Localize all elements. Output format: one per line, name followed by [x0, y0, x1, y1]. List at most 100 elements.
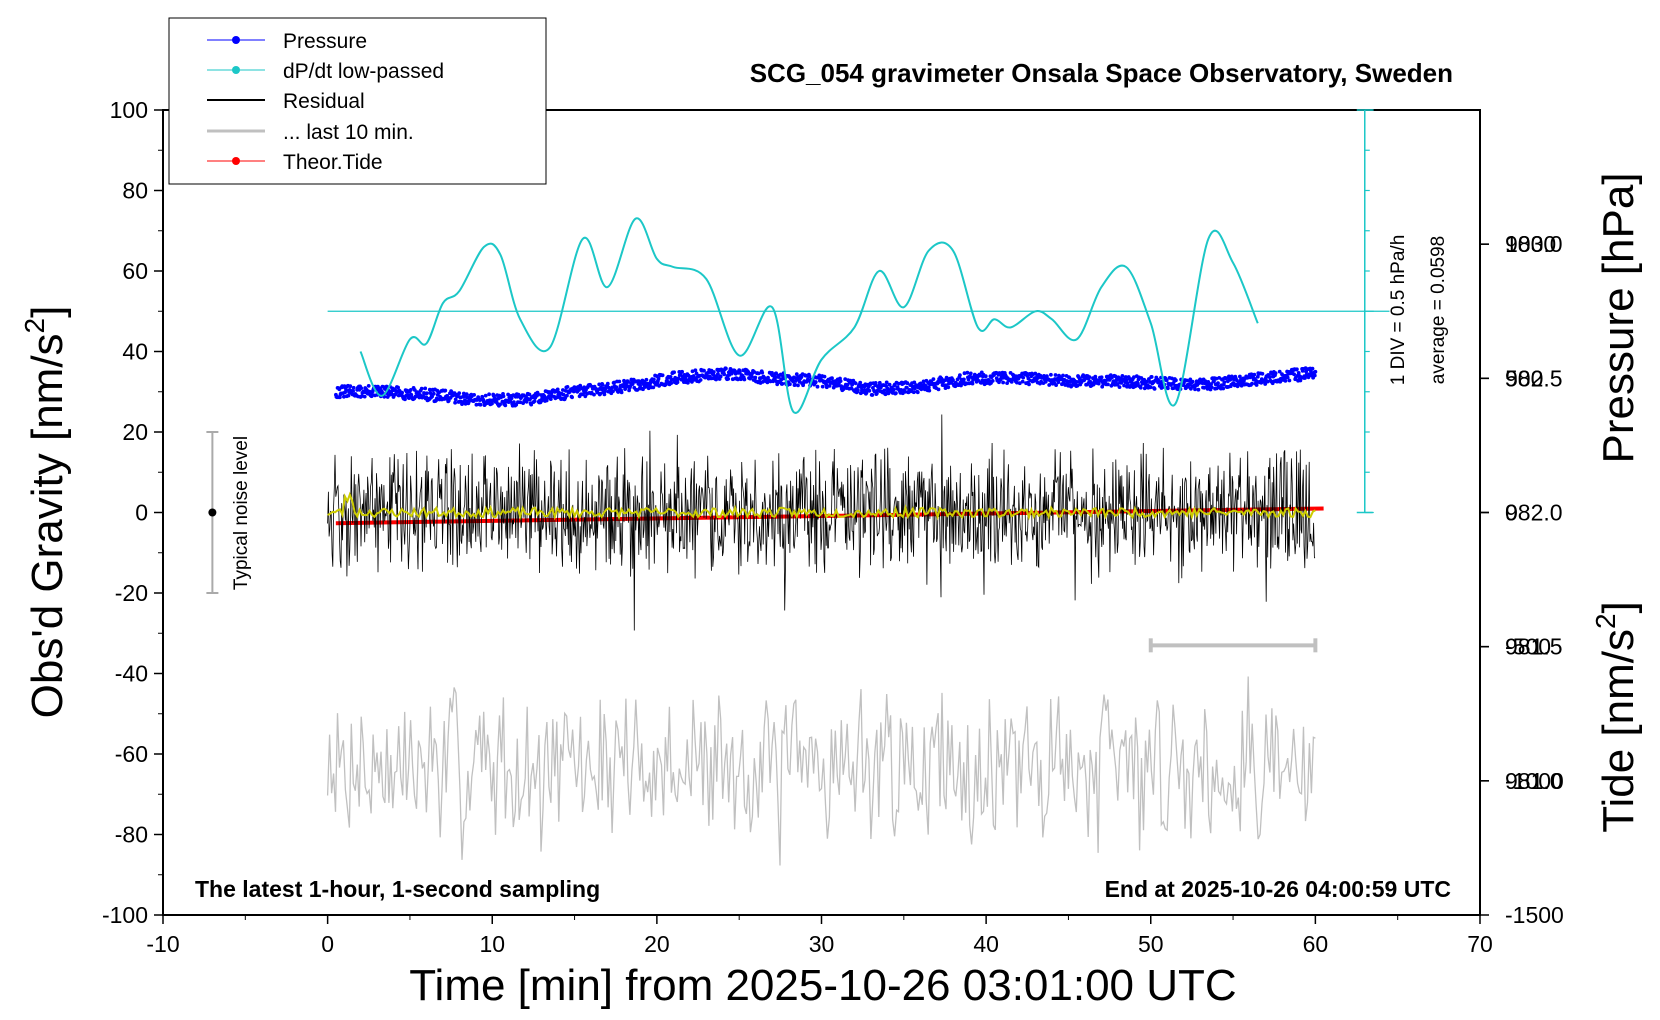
pressure-point	[799, 375, 804, 379]
pressure-point	[652, 377, 656, 382]
pressure-point	[788, 382, 792, 387]
y-tick-label-8: -60	[115, 741, 148, 767]
pressure-point	[827, 384, 832, 388]
pressure-point	[779, 377, 784, 382]
pressure-point	[1166, 386, 1170, 391]
legend-entry-dpdt: dP/dt low-passed	[207, 60, 444, 83]
pressure-point	[686, 373, 691, 378]
pressure-point	[1061, 373, 1065, 378]
pressure-point	[532, 399, 537, 403]
pressure-point	[903, 389, 907, 394]
x-tick-label-4: 30	[809, 931, 835, 957]
pressure-point	[1015, 380, 1019, 385]
pressure-point	[1188, 377, 1193, 382]
pressure-point	[884, 380, 889, 385]
pressure-point	[796, 383, 800, 388]
pressure-point	[1120, 374, 1125, 378]
y-tick-label-1: 80	[122, 178, 148, 204]
pressure-point	[911, 390, 916, 395]
noise-level-center-dot	[208, 508, 217, 517]
legend-label-last10: ... last 10 min.	[283, 121, 414, 144]
pressure-point	[962, 377, 966, 382]
pressure-tick-label-4: 981.0	[1505, 768, 1563, 794]
pressure-point	[724, 366, 728, 371]
pressure-point	[680, 369, 684, 374]
pressure-point	[338, 395, 342, 400]
noise-level-label: Typical noise level	[231, 436, 252, 590]
pressure-point	[518, 400, 523, 405]
pressure-point	[527, 392, 532, 397]
x-tick-label-6: 50	[1138, 931, 1164, 957]
y-axis-title-tide-main: Tide [nm/s	[1594, 629, 1643, 833]
pressure-point	[487, 392, 491, 397]
pressure-point	[472, 393, 476, 397]
pressure-point	[1049, 372, 1053, 377]
pressure-point	[978, 373, 982, 378]
pressure-tick-label-2: 982.0	[1505, 500, 1563, 526]
pressure-point	[887, 382, 892, 387]
pressure-point	[1296, 371, 1301, 375]
pressure-point	[1209, 382, 1213, 386]
pressure-point	[1310, 366, 1315, 371]
pressure-point	[958, 373, 962, 377]
pressure-point	[915, 390, 920, 395]
pressure-point	[716, 372, 720, 376]
y-tick-label-4: 20	[122, 419, 148, 445]
pressure-point	[1136, 381, 1140, 386]
x-tick-label-7: 60	[1303, 931, 1329, 957]
pressure-point	[1152, 387, 1157, 391]
pressure-point	[1185, 378, 1189, 383]
pressure-point	[524, 399, 529, 404]
pressure-point	[644, 377, 649, 382]
pressure-point	[605, 381, 610, 386]
pressure-point	[501, 394, 506, 399]
pressure-point	[864, 390, 869, 395]
pressure-point	[651, 385, 656, 390]
pressure-point	[870, 393, 875, 397]
pressure-point	[366, 384, 371, 388]
pressure-point	[1254, 383, 1259, 387]
pressure-point	[718, 374, 723, 379]
pressure-point	[359, 386, 364, 390]
pressure-point	[348, 384, 353, 389]
pressure-point	[512, 400, 516, 405]
legend-entry-last10: ... last 10 min.	[207, 121, 414, 144]
pressure-point	[873, 381, 878, 385]
pressure-tick-label-0: 983.0	[1505, 231, 1563, 257]
y-tick-label-2: 60	[122, 258, 148, 284]
tide-tick-label-0: 1000	[1505, 231, 1556, 257]
y-tick-label-6: -20	[115, 580, 148, 606]
y-tick-label-10: -100	[102, 902, 148, 928]
pressure-point	[1113, 374, 1118, 379]
pressure-point	[843, 377, 848, 381]
pressure-point	[561, 392, 566, 397]
pressure-point	[592, 392, 596, 397]
residual-lowpass-trace	[327, 491, 1316, 521]
pressure-point	[867, 388, 872, 393]
pressure-point	[990, 379, 995, 383]
y-axis-title-tide-close: ]	[1594, 601, 1643, 613]
pressure-point	[506, 392, 510, 397]
x-tick-label-8: 70	[1467, 931, 1493, 957]
pressure-point	[434, 396, 439, 401]
pressure-point	[838, 379, 843, 383]
pressure-point	[1255, 374, 1260, 379]
pressure-point	[1087, 375, 1092, 379]
pressure-point	[1248, 375, 1253, 380]
x-tick-label-2: 10	[479, 931, 505, 957]
pressure-point	[875, 388, 880, 393]
pressure-point	[1196, 387, 1201, 392]
pressure-point	[431, 391, 436, 396]
pressure-tick-label-1: 982.5	[1505, 365, 1563, 391]
pressure-point	[926, 385, 931, 390]
tide-tick-label-3: -500	[1505, 634, 1551, 660]
pressure-point	[905, 381, 910, 386]
pressure-point	[1206, 380, 1211, 384]
pressure-point	[1313, 369, 1318, 374]
pressure-point	[896, 381, 901, 386]
pressure-point	[474, 402, 479, 407]
pressure-point	[1170, 376, 1174, 381]
pressure-point	[793, 382, 797, 387]
pressure-point	[877, 380, 882, 385]
x-tick-label-1: 0	[321, 931, 334, 957]
